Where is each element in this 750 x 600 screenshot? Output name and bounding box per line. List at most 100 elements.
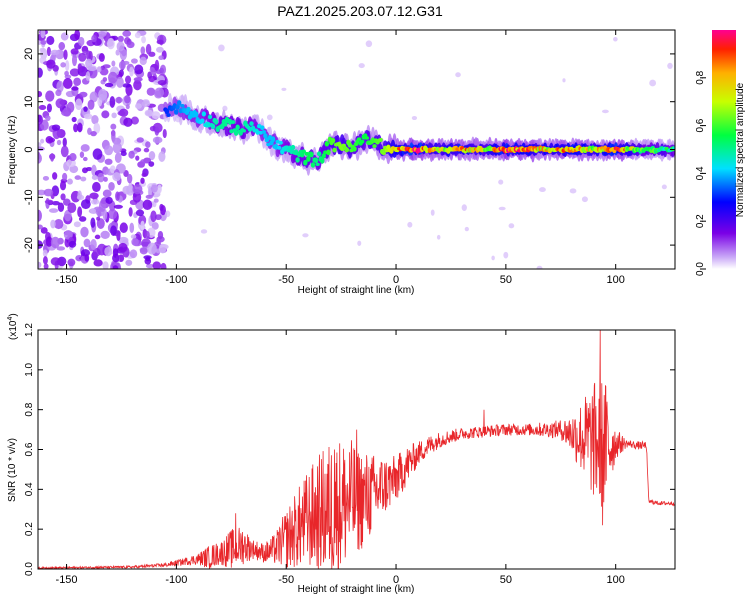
spectrogram-noise-blob (107, 208, 118, 220)
figure-title: PAZ1.2025.203.07.12.G31 (277, 3, 443, 19)
spectrogram-noise-blob (133, 79, 142, 91)
spectrogram-noise-blob (154, 87, 165, 98)
spectrogram-noise-blob (126, 173, 133, 184)
spectrogram-noise-blob (141, 100, 151, 108)
spectrogram-noise-blob (135, 155, 140, 161)
spectrogram-noise-blob (144, 109, 154, 117)
spectrogram-noise-blob (80, 176, 87, 182)
spectrogram-noise-blob (93, 122, 101, 134)
spectrogram-noise-blob (86, 50, 91, 61)
spectrogram-noise-blob (119, 48, 128, 61)
spectrogram-faint-blob (200, 229, 208, 234)
spectrogram-faint-blob (498, 179, 504, 185)
snr-y-scale-factor: (x104) (7, 313, 19, 340)
spectrogram-noise-blob (79, 151, 85, 159)
spectrogram-faint-blob (302, 233, 309, 238)
spectrogram-noise-blob (119, 222, 128, 234)
spectrogram-noise-blob (150, 184, 158, 193)
spectrogram-ridge-core (352, 146, 357, 152)
snr-x-tick-label: 100 (607, 574, 625, 586)
spectrogram-noise-blob (141, 35, 146, 44)
spectrogram-noise-blob (38, 91, 43, 98)
spectrogram-noise-blob (63, 209, 72, 222)
spectrogram-ridge-core (364, 136, 370, 140)
spectrogram-noise-blob (128, 150, 135, 159)
spectrogram-noise-blob (150, 210, 157, 223)
spectrogram-noise-blob (160, 262, 167, 269)
spectrogram-noise-blob (74, 175, 82, 180)
spectrogram-noise-blob (92, 181, 101, 193)
spectrogram-ridge-core (316, 151, 322, 157)
spectrogram-noise-blob (117, 35, 124, 43)
spectrogram-noise-blob (83, 113, 93, 120)
spectrogram-noise-blob (40, 39, 47, 45)
spectrogram-x-ticks: -150 -100 -50 0 50 100 (56, 30, 625, 286)
spectrogram-faint-blob (539, 187, 546, 193)
spectrogram-noise-blob (50, 236, 61, 249)
spectrogram-ridge-core (177, 100, 182, 106)
spectrogram-noise-blob (136, 137, 144, 143)
spectrogram-noise-blob (157, 79, 167, 86)
spectrogram-noise-blob (112, 253, 120, 263)
colorbar-tick-label: 0.4 (695, 166, 706, 180)
spectrogram-noise-blob (38, 224, 43, 230)
spectrogram-ridge-band (224, 126, 230, 137)
spectrogram-noise-blob (141, 172, 147, 177)
spectrogram-noise-blob (104, 145, 114, 156)
spectrogram-faint-blob (569, 188, 577, 194)
spectrogram-noise-blob (63, 49, 68, 60)
spectrogram-ridge-core (300, 152, 305, 158)
spectrogram-noise-blob (98, 53, 105, 62)
spectrogram-noise-blob (110, 225, 117, 236)
spectrogram-ridge-core (326, 149, 331, 156)
spectrogram-noise-blob (52, 172, 58, 180)
spectrogram-noise-blob (80, 199, 91, 210)
spectrogram-noise-blob (134, 32, 141, 39)
spectrogram-noise-blob (110, 123, 117, 130)
spectrogram-noise-blob (145, 231, 150, 239)
spectrogram-noise-blob (118, 242, 128, 253)
spectrogram-noise-blob (151, 222, 159, 230)
spectrogram-noise-blob (69, 68, 80, 77)
spectrogram-noise-blob (94, 234, 101, 240)
spectrogram-noise-blob (80, 226, 89, 238)
spectrogram-noise-blob (93, 259, 103, 267)
spectrogram-noise-blob (79, 91, 88, 98)
spectrogram-ridge-core (210, 123, 216, 130)
spectrogram-faint-blob (491, 255, 495, 261)
spectrogram-noise-blob (81, 45, 89, 54)
spectrogram-noise-blob (96, 218, 105, 229)
spectrogram-noise-blob (62, 172, 68, 181)
spectrogram-noise-blob (103, 176, 108, 182)
spectrogram-noise-blob (116, 76, 124, 88)
spectrogram-noise-blob (78, 216, 87, 222)
spectrogram-noise-blob (159, 203, 164, 212)
spectrogram-y-tick-label: 10 (23, 96, 35, 108)
spectrogram-noise-blob (40, 138, 45, 144)
spectrogram-noise-blob (85, 71, 91, 82)
spectrogram-ridge-core (180, 104, 185, 108)
spectrogram-noise-blob (38, 67, 43, 78)
spectrogram-noise-blob (67, 258, 76, 267)
spectrogram-faint-blob (581, 196, 588, 203)
spectrogram-noise-blob (109, 96, 116, 108)
spectrogram-noise-blob (147, 242, 157, 255)
spectrogram-noise-blob (156, 46, 164, 53)
snr-y-tick-label: 1.0 (24, 362, 35, 376)
spectrogram-noise-blob (56, 246, 66, 251)
spectrogram-noise-blob (80, 144, 90, 152)
snr-x-tick-label: -100 (165, 574, 187, 586)
spectrogram-ridge-core (360, 139, 365, 144)
spectrogram-noise-blob (65, 60, 70, 72)
spectrogram-noise-blob (107, 71, 118, 84)
spectrogram-noise-blob (114, 152, 122, 164)
spectrogram-noise-blob (42, 249, 48, 257)
spectrogram-ridge-core (372, 144, 377, 149)
spectrogram-noise-blob (122, 30, 132, 37)
spectrogram-ridge-core (260, 125, 265, 131)
spectrogram-x-tick-label: -100 (165, 274, 187, 286)
spectrogram-noise-blob (140, 177, 145, 184)
spectrogram-noise-blob (132, 184, 143, 195)
colorbar-gradient (712, 30, 736, 269)
spectrogram-noise-blob (67, 202, 77, 214)
